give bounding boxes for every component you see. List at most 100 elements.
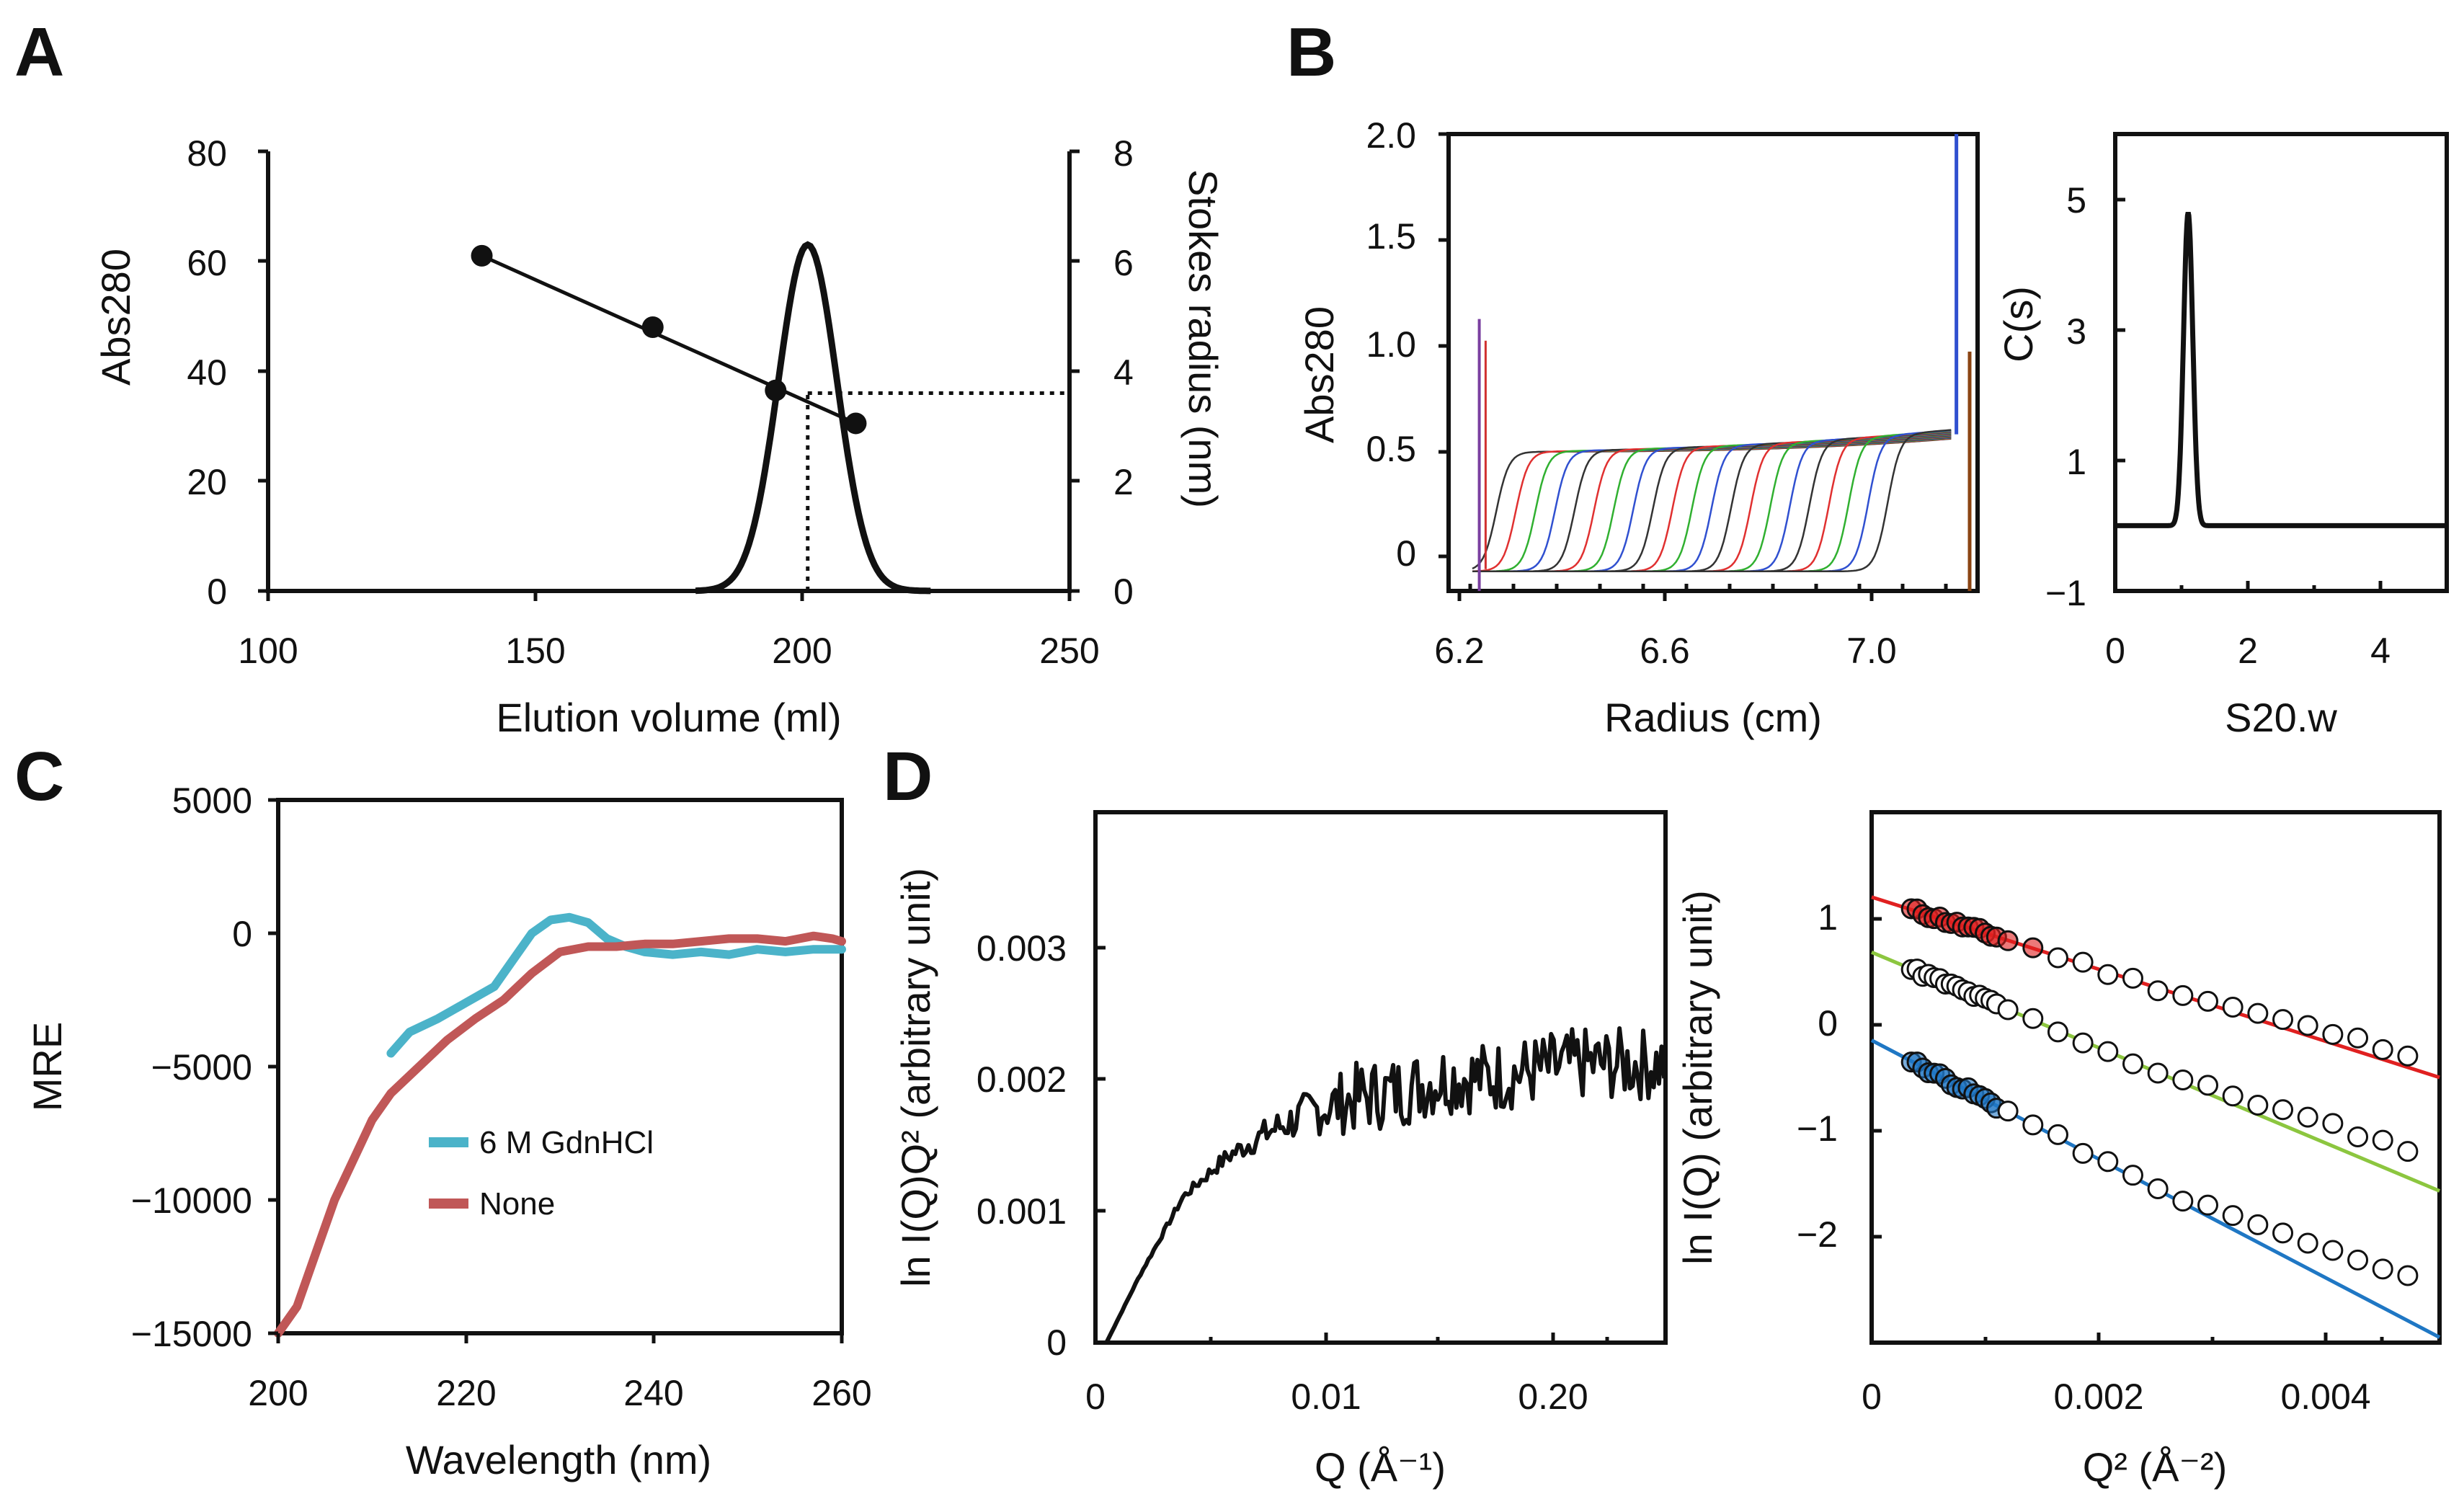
d2-xtick: 0 <box>1862 1377 1882 1417</box>
guinier-data-point <box>2147 1062 2169 1084</box>
guinier-data-point <box>2322 1240 2344 1261</box>
b-right-frame <box>2113 132 2449 593</box>
c-ytick: −15000 <box>131 1314 252 1354</box>
guinier-data-point <box>1997 930 2019 951</box>
panel-a: 0 20 40 60 80 0 2 4 6 8 100 150 200 250 … <box>93 133 1226 740</box>
guinier-data-point <box>2172 1191 2194 1212</box>
c-ytick: −5000 <box>151 1047 252 1088</box>
sedimentation-scan <box>1472 429 1952 573</box>
guinier-data-point <box>2222 1205 2244 1227</box>
legend-label-gdnhcl: 6 M GdnHCl <box>479 1125 654 1160</box>
a-xtick: 200 <box>772 631 832 671</box>
abs280-elution-curve <box>695 241 931 595</box>
a-ytick: 40 <box>187 352 227 393</box>
d1-xlabel: Q (Å⁻¹) <box>1315 1444 1446 1490</box>
b1-ylabel: Abs280 <box>1297 306 1342 443</box>
a-ytick-right: 4 <box>1113 352 1134 393</box>
stokes-fit-line <box>481 254 857 425</box>
guinier-data-point <box>2172 984 2194 1006</box>
guinier-data-point <box>2197 1194 2218 1216</box>
a-xtick: 250 <box>1039 631 1099 671</box>
b1-xtick: 6.2 <box>1434 631 1485 671</box>
c-legend: 6 M GdnHCl None <box>429 1125 654 1222</box>
d2-xtick: 0.004 <box>2280 1377 2370 1417</box>
c-xlabel: Wavelength (nm) <box>406 1437 711 1482</box>
cs-distribution-curve <box>2115 211 2447 528</box>
panel-b-cs: −1 1 3 5 0 2 4 S20.w C(s) <box>1996 132 2449 740</box>
guinier-data-point <box>2397 1045 2419 1067</box>
guinier-data-point <box>2097 1151 2119 1173</box>
guinier-data-point <box>2297 1232 2318 1254</box>
guinier-data-point <box>2322 1023 2344 1045</box>
guinier-data-point <box>2072 951 2094 973</box>
c-xtick: 240 <box>623 1373 683 1413</box>
b1-ytick: 0 <box>1396 533 1416 574</box>
guinier-data-point <box>2172 1069 2194 1090</box>
a-ytick: 0 <box>207 572 227 612</box>
guinier-data-point <box>2347 1027 2369 1049</box>
d1-xtick: 0 <box>1085 1377 1106 1417</box>
a-ytick: 80 <box>187 133 227 174</box>
b2-xtick: 2 <box>2238 631 2258 671</box>
guinier-data-point <box>2097 1041 2119 1062</box>
guinier-data-point <box>2022 937 2044 959</box>
guinier-data-point <box>2347 1126 2369 1147</box>
c-ytick: −10000 <box>131 1180 252 1221</box>
guinier-data-point <box>2297 1106 2318 1128</box>
stokes-data-point <box>641 316 664 338</box>
panel-letter-c: C <box>14 738 64 815</box>
panel-d-kratky: 0 0.001 0.002 0.003 0 0.01 0.20 Q (Å⁻¹) … <box>893 810 1668 1490</box>
guinier-data-point <box>2372 1039 2393 1060</box>
guinier-data-point <box>2397 1141 2419 1162</box>
d1-ylabel: ln I(Q)Q² (arbitrary unit) <box>893 868 938 1287</box>
guinier-data-point <box>2147 980 2169 1002</box>
guinier-data-point <box>2072 1142 2094 1164</box>
kratky-curve <box>1104 1026 1667 1344</box>
d2-xtick: 0.002 <box>2053 1377 2143 1417</box>
d1-xtick: 0.01 <box>1291 1377 1361 1417</box>
guinier-data-point <box>2072 1032 2094 1054</box>
guinier-data-point <box>2222 1085 2244 1107</box>
b1-xtick: 7.0 <box>1846 631 1897 671</box>
guinier-data-point <box>2347 1249 2369 1271</box>
b1-ytick: 0.5 <box>1366 429 1416 469</box>
b2-xtick: 0 <box>2105 631 2125 671</box>
b2-ytick: 1 <box>2066 442 2086 482</box>
a-ytick-right: 8 <box>1113 133 1134 174</box>
guinier-data-point <box>2247 1094 2269 1116</box>
b2-ylabel: C(s) <box>1996 286 2041 363</box>
d2-ytick: 1 <box>1818 897 1838 938</box>
guinier-data-point <box>2372 1258 2393 1280</box>
guinier-data-point <box>1997 999 2019 1020</box>
series-none-line <box>274 931 846 1338</box>
guinier-data-point <box>2047 947 2068 969</box>
a-xtick: 100 <box>238 631 298 671</box>
guinier-data-point <box>2322 1113 2344 1134</box>
d2-ylabel: ln I(Q) (arbitrary unit) <box>1675 890 1720 1265</box>
d1-ytick: 0.001 <box>977 1191 1067 1232</box>
b2-ytick: −1 <box>2045 573 2086 613</box>
d2-xlabel: Q² (Å⁻²) <box>2083 1444 2228 1490</box>
b1-xlabel: Radius (cm) <box>1604 695 1822 740</box>
c-frame <box>276 798 844 1335</box>
guinier-data-point <box>2247 1214 2269 1235</box>
guinier-data-point <box>2197 1075 2218 1096</box>
d1-xtick: 0.20 <box>1518 1377 1588 1417</box>
panel-letter-a: A <box>14 14 64 91</box>
a-ytick: 20 <box>187 462 227 502</box>
b2-ytick: 3 <box>2066 311 2086 352</box>
guinier-data-point <box>2372 1129 2393 1151</box>
b2-xlabel: S20.w <box>2225 695 2337 740</box>
a-ytick-right: 6 <box>1113 243 1134 283</box>
guinier-data-point <box>2247 1002 2269 1024</box>
b1-xtick: 6.6 <box>1640 631 1690 671</box>
b-left-frame <box>1446 132 1980 593</box>
guinier-data-point <box>2297 1015 2318 1036</box>
guinier-data-point <box>2147 1178 2169 1200</box>
panel-d-guinier: −2 −1 0 1 0 0.002 0.004 Q² (Å⁻²) ln I(Q)… <box>1675 810 2442 1490</box>
b1-ytick: 1.5 <box>1366 216 1416 257</box>
d2-ytick: 0 <box>1818 1003 1838 1044</box>
d2-ytick: −2 <box>1797 1214 1838 1255</box>
panel-b-scans: 0 0.5 1.0 1.5 2.0 6.2 6.6 7.0 Radius (cm… <box>1297 115 1980 740</box>
b1-ytick: 1.0 <box>1366 324 1416 365</box>
